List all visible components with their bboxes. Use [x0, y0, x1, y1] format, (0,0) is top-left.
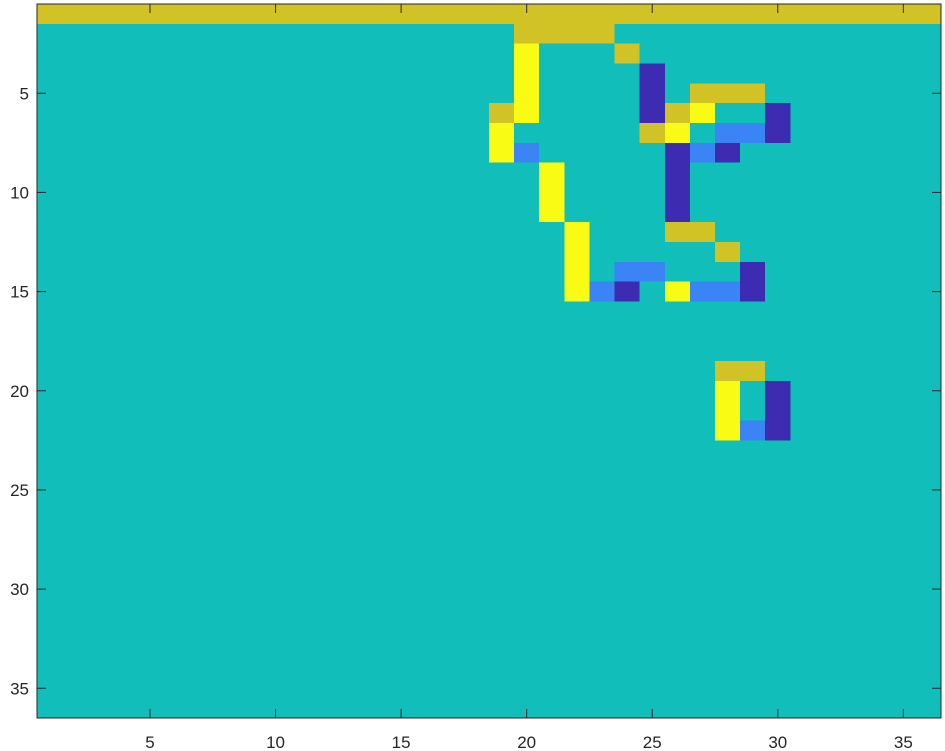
heatmap-cell	[689, 83, 766, 104]
x-tick-label: 30	[768, 733, 787, 751]
heatmap-cell	[539, 162, 565, 183]
heatmap-cell	[614, 281, 640, 302]
axis-ticks	[37, 4, 941, 718]
heatmap-cell	[564, 222, 590, 242]
heatmap-cell	[689, 142, 715, 163]
y-tick-label: 25	[10, 481, 29, 500]
x-tick-label: 25	[643, 733, 662, 751]
heatmap-cell	[489, 103, 515, 123]
heatmap-cell	[639, 103, 665, 123]
heatmap-cell	[589, 281, 615, 302]
y-tick-label: 30	[10, 580, 29, 599]
heatmap-cell	[489, 142, 515, 163]
y-tick-label: 5	[20, 84, 29, 103]
heatmap-cell	[37, 4, 941, 24]
heatmap-cell	[564, 261, 590, 282]
heatmap-cell	[765, 400, 791, 421]
heatmap-cell	[740, 261, 766, 282]
heatmap-cell	[664, 222, 715, 242]
heatmap-cell	[539, 182, 565, 203]
heatmap-cell	[664, 142, 690, 163]
heatmap-cell	[564, 281, 590, 302]
heatmap-cell	[564, 242, 590, 262]
heatmap-cell	[614, 43, 640, 64]
heatmap-cell	[514, 83, 540, 104]
x-tick-label: 5	[145, 733, 154, 751]
heatmap-cell	[664, 202, 690, 223]
heatmap-cell	[664, 162, 690, 183]
heatmap-cell	[639, 123, 665, 143]
heatmap-cell	[489, 123, 515, 143]
x-tick-label: 35	[894, 733, 913, 751]
heatmap-cell	[514, 23, 615, 44]
heatmap-cell	[715, 142, 741, 163]
heatmap-cell	[639, 83, 665, 104]
heatmap-cell	[689, 103, 715, 123]
heatmap-cell	[689, 281, 741, 302]
heatmap-cell	[514, 63, 540, 84]
y-tick-label: 15	[10, 283, 29, 302]
heatmap-cell	[740, 420, 766, 441]
heatmap-cell	[765, 103, 791, 123]
heatmap-cell	[514, 43, 540, 64]
heatmap-cell	[715, 380, 741, 401]
heatmap-cell	[614, 261, 665, 282]
x-tick-label: 20	[517, 733, 536, 751]
heatmap-cell	[765, 123, 791, 143]
axes-frame	[36, 3, 942, 719]
heatmap-cells	[37, 4, 941, 441]
heatmap-cell	[539, 202, 565, 223]
heatmap-cell	[664, 123, 690, 143]
heatmap-cell	[715, 123, 766, 143]
heatmap-cell	[715, 361, 766, 381]
tick-labels: 5 10 15 20 25 30 35 5 10 15 20 25 30 35	[10, 84, 913, 751]
heatmap-cell	[715, 420, 741, 441]
heatmap-cell	[765, 420, 791, 441]
heatmap-cell	[664, 182, 690, 203]
heatmap-cell	[715, 400, 741, 421]
y-tick-label: 35	[10, 679, 29, 698]
y-tick-label: 10	[10, 183, 29, 202]
y-tick-label: 20	[10, 382, 29, 401]
x-tick-label: 10	[266, 733, 285, 751]
heatmap-cell	[514, 103, 540, 123]
heatmap-cell	[664, 281, 690, 302]
heatmap-cell	[664, 103, 690, 123]
x-tick-label: 15	[392, 733, 411, 751]
heatmap-cell	[740, 281, 766, 302]
heatmap-cell	[514, 142, 540, 163]
heatmap-cell	[765, 380, 791, 401]
heatmap-cell	[715, 242, 741, 262]
heatmap-cell	[639, 63, 665, 84]
